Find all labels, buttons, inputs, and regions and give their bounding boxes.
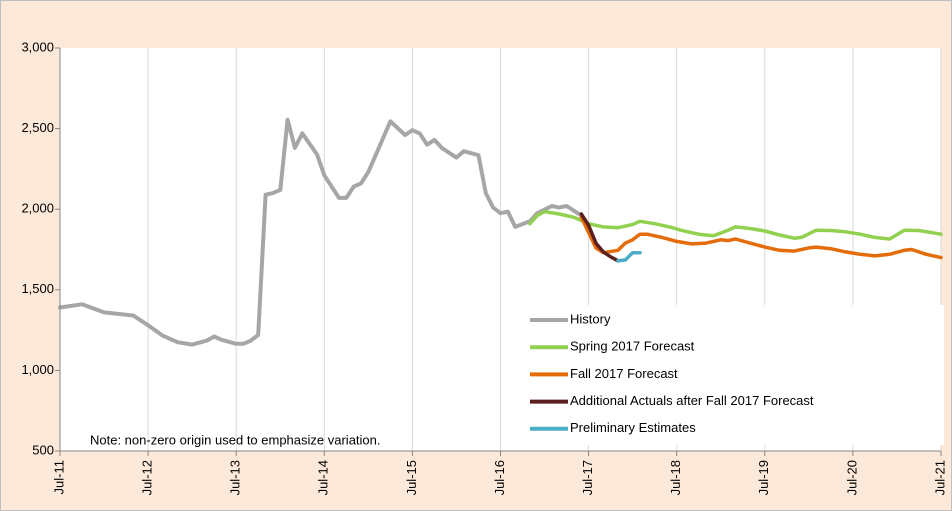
y-tick-label: 1,000 [21,362,54,377]
legend-label: Preliminary Estimates [570,420,696,435]
x-tick-label: Jul-13 [228,460,243,495]
x-tick-label: Jul-14 [316,460,331,495]
axes: Jul-11 Jul-12 Jul-13 Jul-14 Jul-15 Jul-16 Jul-… [21,39,947,495]
series-line [579,215,943,260]
x-tick-label: Jul-16 [492,460,507,495]
x-tick-label: Jul-15 [404,460,419,495]
series-line [616,250,642,263]
x-tick-label: Jul-17 [580,460,595,495]
x-tick-label: Jul-11 [51,460,66,494]
legend-label: Additional Actuals after Fall 2017 Forec… [570,393,814,408]
lines [58,117,943,347]
legend: History Spring 2017 Forecast Fall 2017 For… [530,311,814,435]
legend-label: History [570,311,611,326]
legend-label: Fall 2017 Forecast [570,366,678,381]
series-line [58,117,584,347]
y-tick-label: 2,000 [21,201,54,216]
y-tick-label: 1,500 [21,281,54,296]
note: Note: non-zero origin used to emphasize … [90,432,381,447]
x-tick-label: Jul-19 [756,460,771,495]
x-tick-label: Jul-21 [932,460,947,495]
y-tick-label: 2,500 [21,120,54,135]
x-tick-label: Jul-12 [140,460,155,495]
y-tick-label: 3,000 [21,39,54,54]
legend-label: Spring 2017 Forecast [570,339,695,354]
series-line [579,212,620,263]
y-tick-label: 500 [32,442,54,457]
legend-box [516,305,944,445]
x-tick-label: Jul-20 [844,460,859,495]
x-tick-label: Jul-18 [668,460,683,495]
